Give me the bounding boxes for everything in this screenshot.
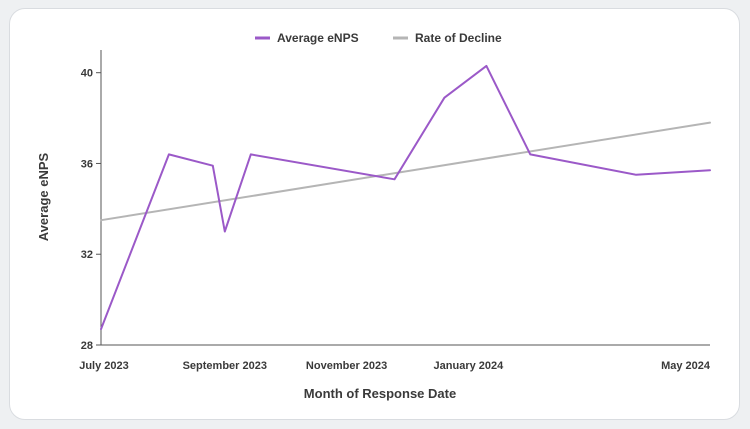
axes	[100, 50, 710, 346]
x-tick-label: May 2024	[661, 360, 711, 372]
y-tick-label: 36	[81, 158, 93, 170]
y-tick-label: 28	[81, 340, 93, 352]
y-axis-title: Average eNPS	[36, 152, 51, 241]
x-tick-label: July 2023	[79, 360, 129, 372]
x-tick-label: January 2024	[434, 360, 505, 372]
y-tick-label: 32	[81, 249, 93, 261]
series-line-average-enps	[100, 64, 711, 331]
x-axis-ticks: July 2023 September 2023 November 2023 Janu…	[79, 360, 711, 372]
x-tick-label: September 2023	[183, 360, 267, 372]
x-tick-label: November 2023	[306, 360, 387, 372]
series-line-rate-of-decline	[100, 121, 711, 222]
legend: Average eNPS Rate of Decline	[255, 31, 502, 45]
y-tick-label: 40	[81, 68, 93, 80]
x-axis-title: Month of Response Date	[304, 386, 456, 401]
series-layer	[100, 64, 711, 331]
legend-label-average-enps: Average eNPS	[277, 31, 359, 45]
chart-card	[9, 8, 740, 420]
legend-label-rate-of-decline: Rate of Decline	[415, 31, 502, 45]
y-axis-ticks: 28 32 36 40	[81, 68, 101, 352]
